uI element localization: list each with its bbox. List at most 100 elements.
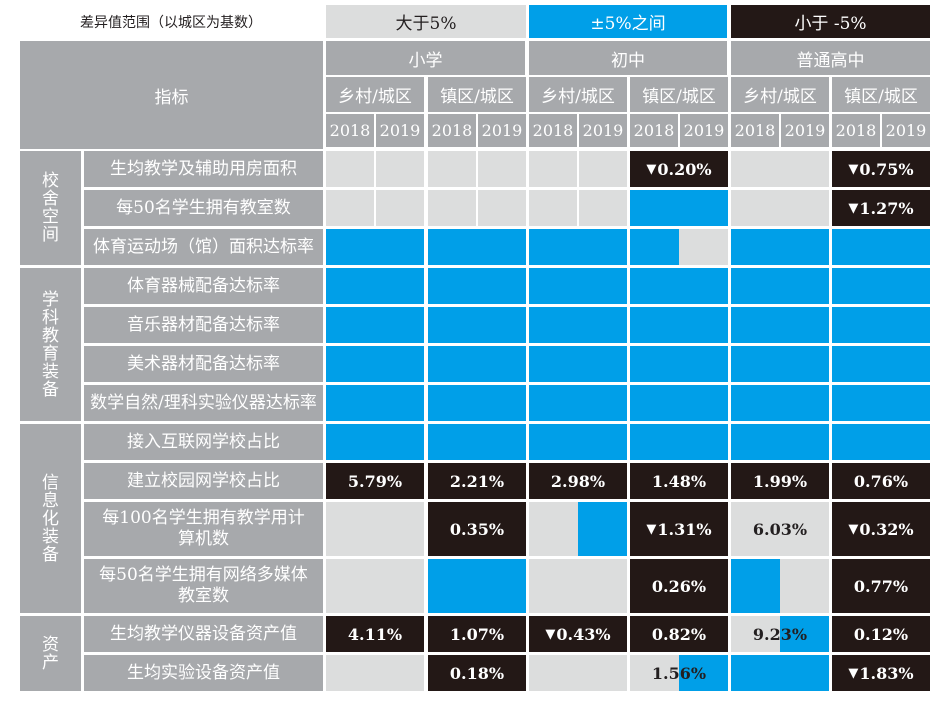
category-label-text: 学科教育装备 (42, 289, 59, 400)
indicator-header-label: 指标 (154, 87, 189, 108)
value-cell-segment (832, 655, 930, 691)
value-cell (326, 346, 424, 382)
year-header: 2019 (579, 114, 627, 147)
value-cell: ▼ 1.31% (630, 502, 728, 556)
value-cell-segment (630, 190, 728, 226)
value-cell-segment (529, 229, 627, 265)
value-cell (428, 229, 526, 265)
indicator-label-text: 接入互联网学校占比 (127, 431, 280, 452)
value-cell-segment (376, 151, 424, 187)
value-cell-segment (428, 229, 526, 265)
value-text: 1.83% (859, 663, 914, 683)
legend-item-label: ±5%之间 (590, 14, 666, 34)
value-cell (630, 229, 728, 265)
value-cell-segment (731, 346, 829, 382)
indicator-label-text: 美术器材配备达标率 (127, 353, 280, 374)
value-text: 0.12% (853, 624, 909, 644)
value-cell (428, 385, 526, 421)
value-text: 0.82% (651, 624, 707, 644)
value-cell-segment (478, 190, 526, 226)
value-cell-label: 0.12% (832, 616, 930, 652)
value-cell: ▼ 0.20% (630, 151, 728, 187)
legend-item-label: 大于5% (395, 14, 457, 34)
value-cell (326, 151, 424, 187)
indicator-header: 指标 (20, 41, 323, 149)
value-cell-segment (630, 424, 728, 460)
value-cell-label: ▼ 0.75% (832, 151, 930, 187)
year-header-label: 2018 (835, 121, 877, 140)
value-cell (731, 151, 829, 187)
value-cell-label: 1.07% (428, 616, 526, 652)
value-cell-segment (630, 229, 679, 265)
value-cell-segment (529, 559, 627, 613)
value-cell-segment (630, 559, 728, 613)
value-cell-label: 0.26% (630, 559, 728, 613)
value-cell-segment (832, 151, 930, 187)
value-cell-segment (731, 502, 829, 556)
value-cell-segment (832, 424, 930, 460)
indicator-label-text: 音乐器材配备达标率 (127, 314, 280, 335)
indicator-label-text: 生均教学仪器设备资产值 (110, 623, 297, 644)
down-triangle-icon: ▼ (848, 161, 859, 177)
indicator-label-text: 体育器械配备达标率 (127, 275, 280, 296)
value-cell-label: 0.76% (832, 463, 930, 499)
value-cell-segment (780, 616, 829, 652)
indicator-label: 美术器材配备达标率 (84, 346, 323, 382)
indicator-label-text: 生均教学及辅助用房面积 (110, 158, 297, 179)
category-label: 信息化装备 (20, 424, 81, 613)
value-cell: 5.79% (326, 463, 424, 499)
year-header: 2019 (680, 114, 728, 147)
value-cell-segment (428, 424, 526, 460)
value-cell-label: ▼ 0.43% (529, 616, 627, 652)
year-header-label: 2019 (582, 121, 624, 140)
value-cell-label: 9.23% (731, 616, 829, 652)
value-cell-segment (832, 502, 930, 556)
year-header-label: 2019 (683, 121, 725, 140)
value-cell-segment (326, 655, 424, 691)
value-cell-label: 0.77% (832, 559, 930, 613)
year-header-label: 2019 (481, 121, 523, 140)
value-cell (832, 424, 930, 460)
category-label: 学科教育装备 (20, 268, 81, 421)
value-text: 1.48% (651, 471, 707, 491)
value-cell-segment (579, 190, 627, 226)
legend-title-text: 差异值范围（以城区为基数） (80, 14, 262, 31)
value-cell-segment (630, 151, 728, 187)
value-cell-label: 2.21% (428, 463, 526, 499)
value-cell: 0.77% (832, 559, 930, 613)
value-cell: 1.56% (630, 655, 728, 691)
value-cell: ▼ 1.27% (832, 190, 930, 226)
year-header: 2019 (882, 114, 930, 147)
indicator-label: 生均教学及辅助用房面积 (84, 151, 323, 187)
value-cell-segment (326, 268, 424, 304)
value-text: 5.79% (347, 471, 403, 491)
level-header-1: 小学 (326, 41, 525, 75)
value-cell-segment (731, 268, 829, 304)
value-text: 0.32% (859, 519, 914, 539)
value-cell-segment (731, 655, 829, 691)
value-cell-label: 0.35% (428, 502, 526, 556)
year-header-label: 2019 (379, 121, 421, 140)
value-cell (529, 424, 627, 460)
value-cell (326, 655, 424, 691)
value-cell (529, 502, 627, 556)
value-cell-segment (579, 151, 627, 187)
indicator-label-text: 体育运动场（馆）面积达标率 (93, 236, 314, 257)
value-cell-segment (428, 655, 526, 691)
value-cell: ▼ 0.32% (832, 502, 930, 556)
indicator-label: 接入互联网学校占比 (84, 424, 323, 460)
value-text: 1.07% (449, 624, 505, 644)
comparison-header-label: 乡村/城区 (743, 87, 817, 107)
value-cell-segment (832, 385, 930, 421)
value-text: 1.56% (651, 663, 707, 683)
value-cell (630, 424, 728, 460)
value-cell-segment (428, 151, 476, 187)
value-cell (731, 229, 829, 265)
value-cell (529, 307, 627, 343)
value-cell-segment (731, 424, 829, 460)
value-cell (529, 190, 627, 226)
value-text: 1.31% (657, 519, 712, 539)
value-cell (428, 190, 526, 226)
value-cell (832, 307, 930, 343)
value-cell-segment (679, 229, 728, 265)
